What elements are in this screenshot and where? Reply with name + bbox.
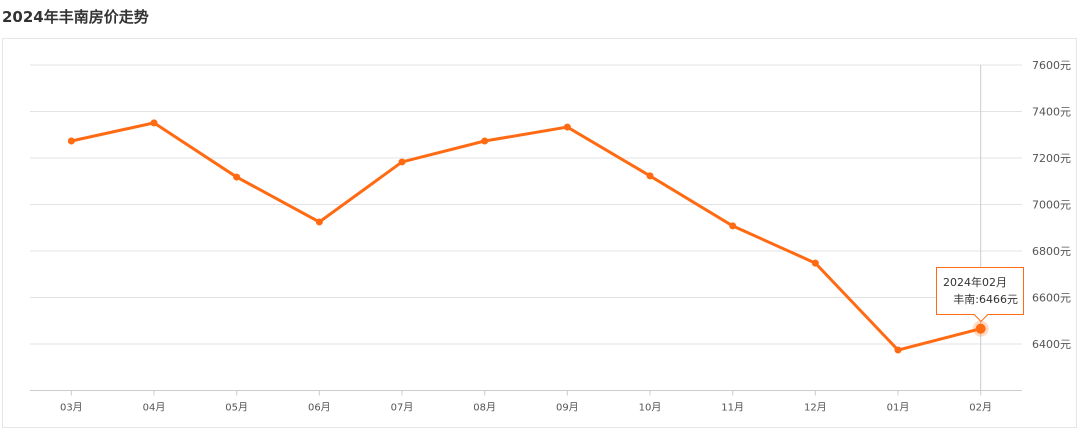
x-tick-label: 10月 (639, 402, 662, 414)
data-point (646, 172, 654, 180)
x-tick-label: 09月 (556, 402, 579, 414)
y-tick-label: 7400元 (1032, 106, 1071, 119)
y-tick-label: 6600元 (1032, 292, 1071, 305)
x-tick-label: 04月 (143, 402, 166, 414)
y-tick-label: 7200元 (1032, 152, 1071, 165)
data-point (563, 123, 571, 131)
x-tick-label: 11月 (721, 402, 744, 414)
data-point (811, 259, 819, 267)
x-tick-label: 06月 (308, 402, 331, 414)
data-point (150, 119, 158, 127)
page-title: 2024年丰南房价走势 (2, 8, 149, 26)
x-tick-label: 03月 (60, 402, 83, 414)
data-point (729, 222, 737, 230)
x-tick-label: 08月 (473, 402, 496, 414)
tooltip: 2024年02月 丰南:6466元 (936, 267, 1024, 315)
tooltip-title: 2024年02月 (943, 276, 1007, 289)
data-point (233, 173, 241, 181)
data-point (894, 346, 902, 354)
series-line (71, 121, 982, 352)
y-tick-label: 7000元 (1032, 199, 1071, 212)
x-tick-label: 05月 (225, 402, 248, 414)
data-point (975, 323, 986, 334)
y-tick-label: 6400元 (1032, 338, 1071, 351)
data-point (315, 218, 323, 226)
y-tick-label: 6800元 (1032, 245, 1071, 258)
data-point (481, 137, 489, 145)
x-tick-label: 12月 (804, 402, 827, 414)
y-tick-label: 7600元 (1032, 59, 1071, 72)
x-tick-label: 02月 (969, 402, 992, 414)
data-point (398, 158, 406, 166)
data-point (67, 137, 75, 145)
x-tick-label: 07月 (391, 402, 414, 414)
x-tick-label: 01月 (887, 402, 910, 414)
tooltip-value: 丰南:6466元 (953, 293, 1018, 306)
